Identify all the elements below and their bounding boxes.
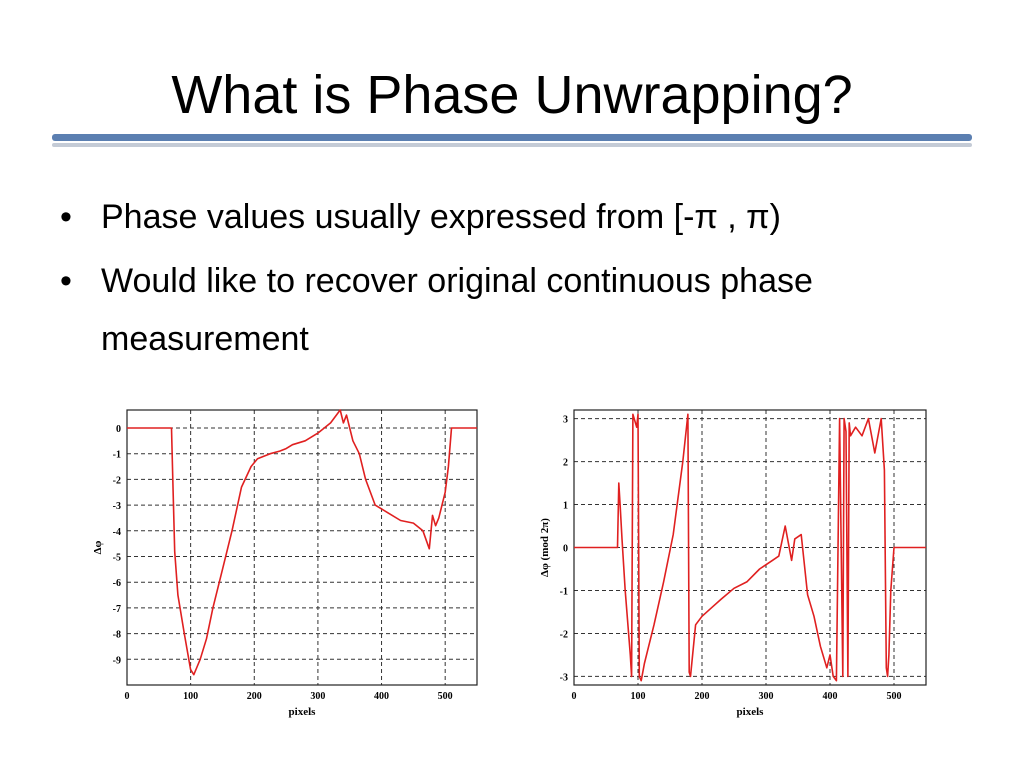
x-tick-label: 0 — [125, 691, 130, 702]
x-axis-label: pixels — [737, 706, 765, 718]
y-tick-label: -5 — [113, 552, 121, 563]
title-underline-light — [52, 143, 972, 147]
y-tick-label: -9 — [113, 655, 121, 666]
x-tick-label: 500 — [887, 691, 902, 702]
series-line — [574, 413, 926, 682]
y-tick-label: -3 — [560, 672, 568, 683]
y-tick-label: -4 — [113, 527, 121, 538]
title-underline — [52, 134, 972, 150]
y-axis-label: Δφ — [92, 540, 104, 554]
y-tick-label: 3 — [563, 415, 568, 426]
y-tick-label: -6 — [113, 578, 121, 589]
bullet-dot: • — [60, 198, 72, 236]
y-tick-label: -3 — [113, 501, 121, 512]
y-tick-label: 0 — [116, 424, 121, 435]
wrapped-phase-chart: 0 100 200 300 400 500 3 2 1 0 -1 -2 -3 pixels Δφ (mod … — [539, 400, 955, 730]
y-tick-label: 1 — [563, 501, 568, 512]
bullet-text: Phase values usually expressed from [-π … — [101, 198, 781, 236]
unwrapped-phase-chart: 0 100 200 300 400 500 0 -1 -2 -3 -4 -5 -6 -7 -8 -9 pixel… — [85, 400, 495, 730]
bullet-text: Would like to recover original continuou… — [101, 262, 813, 358]
bullet-item: • Would like to recover original continu… — [60, 252, 960, 368]
series-line — [127, 409, 477, 676]
title-underline-dark — [52, 134, 972, 141]
x-tick-label: 200 — [695, 691, 710, 702]
unwrapped-phase-plot: 0 100 200 300 400 500 0 -1 -2 -3 -4 -5 -6 -7 -8 -9 pixel… — [92, 409, 478, 718]
x-tick-label: 100 — [183, 691, 198, 702]
x-tick-label: 0 — [572, 691, 577, 702]
y-tick-label: 2 — [563, 458, 568, 469]
x-tick-label: 500 — [438, 691, 453, 702]
x-tick-label: 200 — [247, 691, 262, 702]
x-tick-label: 300 — [310, 691, 325, 702]
bullet-list: • Phase values usually expressed from [-… — [60, 188, 960, 374]
x-tick-label: 100 — [631, 691, 646, 702]
wrapped-phase-plot: 0 100 200 300 400 500 3 2 1 0 -1 -2 -3 pixels Δφ (mod … — [539, 409, 927, 718]
y-tick-label: -2 — [560, 629, 568, 640]
slide-title: What is Phase Unwrapping? — [171, 65, 853, 125]
y-axis-label: Δφ (mod 2π) — [540, 518, 551, 577]
y-tick-label: -2 — [113, 475, 121, 486]
y-tick-label: 0 — [563, 544, 568, 555]
bullet-item: • Phase values usually expressed from [-… — [60, 188, 960, 246]
bullet-dot: • — [60, 262, 72, 300]
x-tick-label: 300 — [759, 691, 774, 702]
y-tick-label: -8 — [113, 630, 121, 641]
x-tick-label: 400 — [374, 691, 389, 702]
y-tick-label: -1 — [560, 586, 568, 597]
x-tick-label: 400 — [823, 691, 838, 702]
x-axis-label: pixels — [289, 706, 317, 718]
plot-frame — [126, 409, 478, 686]
y-tick-label: -7 — [113, 604, 121, 615]
y-tick-label: -1 — [113, 450, 121, 461]
